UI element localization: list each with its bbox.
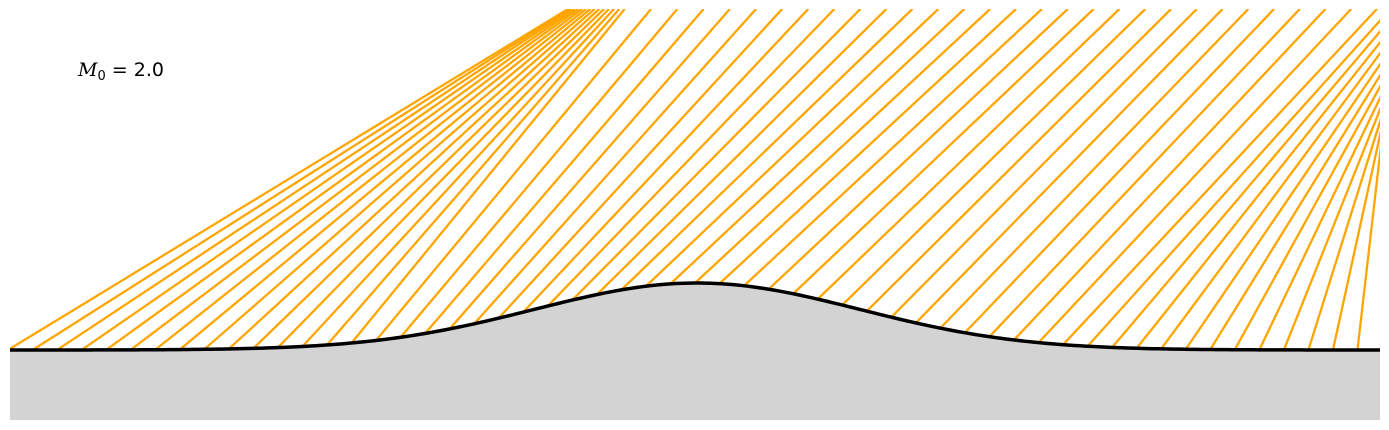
mach-line — [546, 9, 836, 307]
mach-line — [1062, 9, 1378, 346]
mach-line — [816, 9, 1121, 300]
mach-line — [228, 9, 600, 350]
mach-line — [988, 9, 1301, 338]
mach-line — [1356, 144, 1380, 351]
mach-line — [792, 9, 1095, 295]
mach-line — [1233, 84, 1380, 351]
mach-line — [350, 9, 626, 344]
mach-lines — [10, 9, 1380, 351]
mach-line — [80, 9, 576, 351]
mach-line — [424, 9, 705, 335]
mach-line — [129, 9, 583, 351]
mach-line — [1209, 73, 1380, 351]
mach-line — [448, 9, 731, 330]
equals-sign: = — [105, 59, 134, 81]
solid-body — [10, 283, 1380, 420]
mach-line — [473, 9, 757, 325]
mach-line — [571, 9, 862, 301]
mach-line — [497, 9, 784, 319]
mach-line — [645, 9, 940, 288]
mach-line — [277, 9, 610, 349]
wall-contour — [10, 281, 1380, 352]
mach-line — [1258, 95, 1380, 351]
mach-line — [522, 9, 810, 313]
mach-line — [1013, 9, 1327, 341]
mach-line — [718, 9, 1017, 285]
mach-line — [203, 9, 596, 351]
mach-line — [890, 9, 1198, 318]
mach-line — [620, 9, 914, 291]
mach-line — [252, 9, 605, 350]
mach-line — [1307, 117, 1380, 351]
mach-line — [865, 9, 1172, 312]
mach-line — [964, 9, 1275, 334]
mach-line — [694, 9, 991, 284]
mach-line — [1160, 51, 1380, 350]
mach-line — [1086, 18, 1380, 348]
mach-line — [1282, 106, 1380, 351]
mach-number-label: M0 = 2.0 — [78, 59, 164, 84]
mach-line — [10, 9, 569, 351]
mach-line — [767, 9, 1069, 291]
mach-line — [154, 9, 587, 351]
mach-line — [669, 9, 966, 285]
mach-line — [105, 9, 580, 351]
mach-line — [841, 9, 1147, 306]
mach-line — [326, 9, 621, 346]
mach-line — [914, 9, 1224, 324]
mach-subscript: 0 — [97, 69, 106, 84]
mach-line — [1331, 129, 1380, 351]
mach-line — [399, 9, 679, 339]
mach-value: 2.0 — [133, 59, 164, 81]
mach-line — [301, 9, 615, 348]
mach-line — [743, 9, 1043, 287]
mach-line — [1184, 62, 1380, 350]
mach-line — [939, 9, 1250, 329]
mach-line — [31, 9, 571, 351]
mach-line — [179, 9, 591, 351]
mach-line — [1111, 29, 1380, 349]
mach-line — [56, 9, 573, 351]
mach-line — [375, 9, 652, 342]
mach-line — [1037, 9, 1353, 344]
mach-line — [596, 9, 888, 296]
mach-line — [1135, 40, 1380, 349]
mach-symbol: M — [78, 59, 98, 81]
